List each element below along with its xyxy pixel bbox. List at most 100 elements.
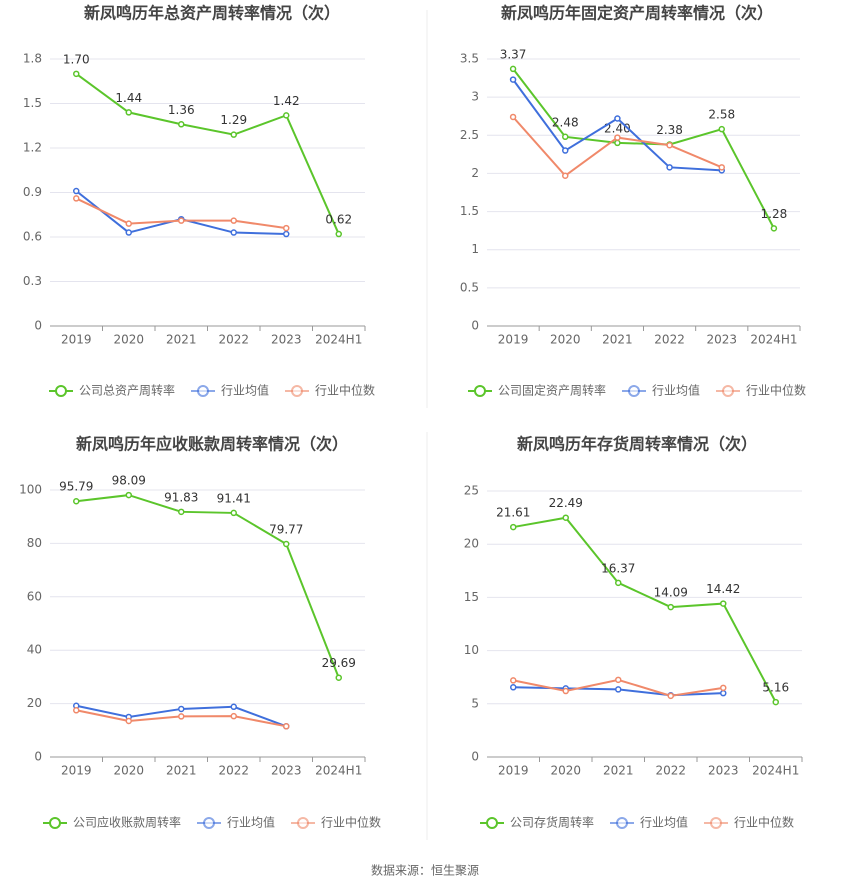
x-tick-label: 2020 [550,764,581,778]
x-tick-label: 2022 [655,764,686,778]
x-tick-label: 2023 [708,764,739,778]
legend-label: 行业均值 [227,815,275,830]
legend-swatch [203,817,215,829]
chart-title: 新凤鸣历年固定资产周转率情况（次） [501,4,773,23]
legend-swatch [722,385,734,397]
data-point [720,600,727,607]
data-point [615,676,622,684]
data-point [73,707,80,714]
data-point [283,723,290,730]
data-point [73,187,80,195]
data-label: 14.09 [654,586,688,600]
x-tick-label: 2020 [113,333,144,347]
data-point [720,689,727,697]
data-point [73,195,80,202]
y-tick-label: 1.5 [460,204,479,218]
data-point [509,113,517,121]
data-point [283,224,290,232]
y-tick-label: 3.5 [460,52,479,66]
y-tick-label: 2 [471,166,479,180]
data-point [614,134,621,141]
y-tick-label: 5 [471,696,479,710]
data-point [283,112,290,119]
data-label: 91.41 [217,491,251,505]
y-tick-label: 0.9 [23,185,42,199]
y-tick-label: 10 [464,643,479,657]
data-point [718,125,725,133]
x-tick-label: 2021 [166,333,197,347]
data-point [562,514,569,521]
data-point [615,686,622,693]
legend-label: 行业均值 [640,815,688,830]
legend-label: 行业均值 [652,383,700,398]
y-tick-label: 20 [27,696,42,710]
data-label: 1.42 [273,94,300,108]
x-tick-label: 2019 [498,764,529,778]
data-point [178,713,185,720]
data-point [615,579,622,587]
data-label: 1.70 [63,52,90,66]
chart-title: 新凤鸣历年应收账款周转率情况（次） [76,435,348,454]
data-point [73,70,80,78]
data-point [562,133,569,141]
x-tick-label: 2019 [61,333,92,347]
y-tick-label: 3 [471,90,479,104]
data-label: 16.37 [601,561,635,575]
data-point [509,76,517,83]
x-tick-label: 2023 [271,764,302,778]
x-tick-label: 2024H1 [752,764,799,778]
data-point [230,217,237,224]
legend-swatch [486,817,498,829]
data-point [125,717,132,725]
y-tick-label: 15 [464,590,479,604]
data-point [178,217,185,224]
data-point [125,109,132,116]
legend-swatch [197,385,209,397]
data-point [509,65,517,73]
data-point [614,139,621,147]
data-point [73,497,80,505]
data-point [125,491,132,499]
data-label: 5.16 [762,681,789,695]
data-point [125,220,132,227]
legend-label: 公司存货周转率 [510,815,594,830]
y-tick-label: 25 [464,484,479,498]
y-tick-label: 60 [27,589,42,603]
data-point [178,705,185,713]
data-point [667,692,674,700]
series-line [512,68,775,229]
data-label: 3.37 [500,47,527,61]
data-point [510,684,517,691]
data-label: 91.83 [164,490,198,504]
data-label: 2.58 [708,108,735,122]
data-label: 1.28 [761,207,788,221]
y-tick-label: 0 [34,319,42,333]
x-tick-label: 2024H1 [315,333,362,347]
chart-title: 新凤鸣历年总资产周转率情况（次） [84,4,340,23]
x-tick-label: 2022 [218,333,249,347]
y-tick-label: 2.5 [460,128,479,142]
data-point [335,674,342,681]
legend-swatch [616,817,628,829]
data-label: 95.79 [59,480,93,494]
x-tick-label: 2021 [166,764,197,778]
x-tick-label: 2021 [603,764,634,778]
data-point [230,703,237,711]
data-point [666,164,673,171]
y-tick-label: 100 [19,483,42,497]
y-tick-label: 0.3 [23,274,42,288]
legend-swatch [49,817,61,829]
data-point [614,115,621,122]
legend-label: 行业中位数 [746,383,806,398]
y-tick-label: 20 [464,537,479,551]
data-point [510,677,517,684]
data-label: 29.69 [322,656,356,670]
x-tick-label: 2019 [61,764,92,778]
data-label: 1.29 [220,113,247,127]
y-tick-label: 1.2 [23,141,42,155]
data-label: 22.49 [549,496,583,510]
legend-label: 公司固定资产周转率 [498,383,606,398]
x-tick-label: 2024H1 [750,333,797,347]
data-point [666,141,673,149]
x-tick-label: 2021 [602,333,633,347]
